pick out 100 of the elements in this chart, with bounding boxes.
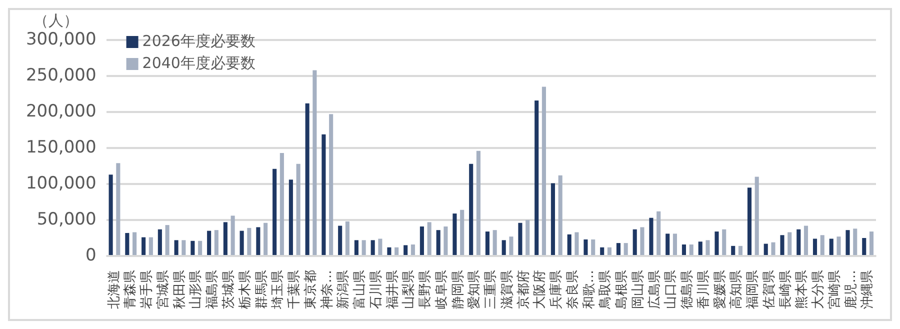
bar (329, 114, 334, 255)
x-tick-label: 滋賀県 (500, 270, 515, 309)
x-tick-label: 三重県 (484, 270, 499, 309)
bar (485, 232, 490, 255)
bar (370, 240, 375, 255)
bar (796, 229, 801, 255)
bar (280, 153, 284, 255)
bar (132, 232, 137, 255)
bar (174, 240, 178, 255)
x-tick-label: 大分県 (811, 270, 826, 309)
bar (788, 232, 792, 255)
bar (747, 188, 752, 255)
x-tick-label: 青森県 (123, 270, 138, 309)
bar (584, 239, 588, 255)
x-tick-label: 福岡県 (746, 270, 761, 309)
y-tick-label: 0 (85, 245, 96, 266)
bar (264, 222, 268, 255)
bar (591, 239, 596, 255)
x-tick-label: 熊本県 (794, 270, 810, 309)
bar (296, 164, 300, 255)
x-tick-label: 大阪府 (532, 270, 548, 309)
bar (338, 226, 342, 255)
bar (125, 232, 130, 255)
x-tick-label: 山形県 (188, 270, 204, 309)
bar (738, 246, 743, 255)
bar (542, 86, 546, 255)
bar (616, 243, 621, 255)
x-tick-label: 和歌… (582, 270, 597, 309)
bar (567, 234, 572, 255)
bar (649, 218, 654, 255)
bar (550, 183, 555, 255)
x-tick-label: 富山県 (352, 270, 368, 309)
bar (714, 232, 719, 255)
bar (731, 246, 736, 255)
bar (345, 221, 350, 255)
bar (256, 227, 260, 255)
bar (722, 229, 726, 255)
x-tick-label: 群馬県 (254, 270, 270, 309)
x-tick-label: 愛媛県 (712, 270, 728, 309)
bar (812, 238, 818, 255)
x-tick-label: 佐賀県 (762, 270, 777, 309)
bar (632, 229, 637, 255)
y-tick-label: 300,000 (26, 29, 96, 50)
bar (509, 236, 514, 255)
x-tick-label: 長野県 (418, 270, 434, 309)
bar (502, 240, 506, 255)
x-tick-label: 静岡県 (450, 270, 466, 309)
bar (820, 235, 824, 255)
bar (394, 247, 399, 255)
x-tick-label: 鳥取県 (598, 270, 614, 310)
bar (869, 232, 874, 255)
bar (116, 163, 120, 255)
bar (436, 230, 440, 255)
bar (240, 230, 244, 255)
bar (846, 230, 850, 255)
x-tick-label: 千葉県 (287, 270, 302, 309)
bar (214, 230, 218, 255)
x-tick-label: 奈良県 (565, 270, 580, 309)
x-tick-label: 栃木県 (238, 270, 253, 309)
x-tick-label: 広島県 (646, 270, 662, 309)
bar (492, 230, 497, 255)
x-tick-label: 北海道 (106, 270, 122, 309)
bar (460, 210, 464, 255)
x-tick-label: 茨城県 (222, 270, 236, 309)
bar (378, 238, 382, 255)
bar (706, 240, 710, 255)
x-tick-label: 岡山県 (630, 270, 646, 309)
bar (764, 244, 768, 255)
bar (288, 180, 293, 255)
bar (312, 70, 317, 255)
x-tick-label: 京都府 (515, 270, 532, 309)
bar (698, 242, 702, 255)
x-tick-label: 新潟県 (336, 270, 352, 309)
x-tick-label: 福井県 (385, 270, 400, 309)
bar (754, 176, 759, 255)
y-tick-label: 100,000 (26, 173, 96, 194)
bar (624, 243, 628, 255)
bar (656, 211, 661, 255)
bar (420, 226, 424, 255)
bar (682, 244, 686, 255)
bar (672, 234, 678, 255)
x-tick-label: 鹿児… (844, 270, 859, 309)
x-tick-label: 秋田県 (172, 270, 188, 309)
y-tick-label: 200,000 (26, 101, 96, 122)
bar (305, 103, 310, 255)
x-tick-label: 沖縄県 (860, 270, 876, 309)
y-tick-label: 50,000 (36, 209, 96, 230)
x-tick-label: 徳島県 (680, 270, 696, 309)
legend-label: 2040年度必要数 (142, 54, 256, 72)
bar (387, 247, 392, 255)
bar (469, 164, 474, 255)
bar (247, 228, 252, 255)
x-tick-label: 東京都 (303, 270, 318, 309)
y-axis-title: （人） (34, 11, 78, 30)
x-tick-label: 高知県 (728, 270, 744, 309)
bar (836, 236, 841, 255)
bar (534, 100, 539, 255)
bar (427, 222, 432, 255)
bar (322, 134, 326, 255)
bar (158, 229, 162, 255)
